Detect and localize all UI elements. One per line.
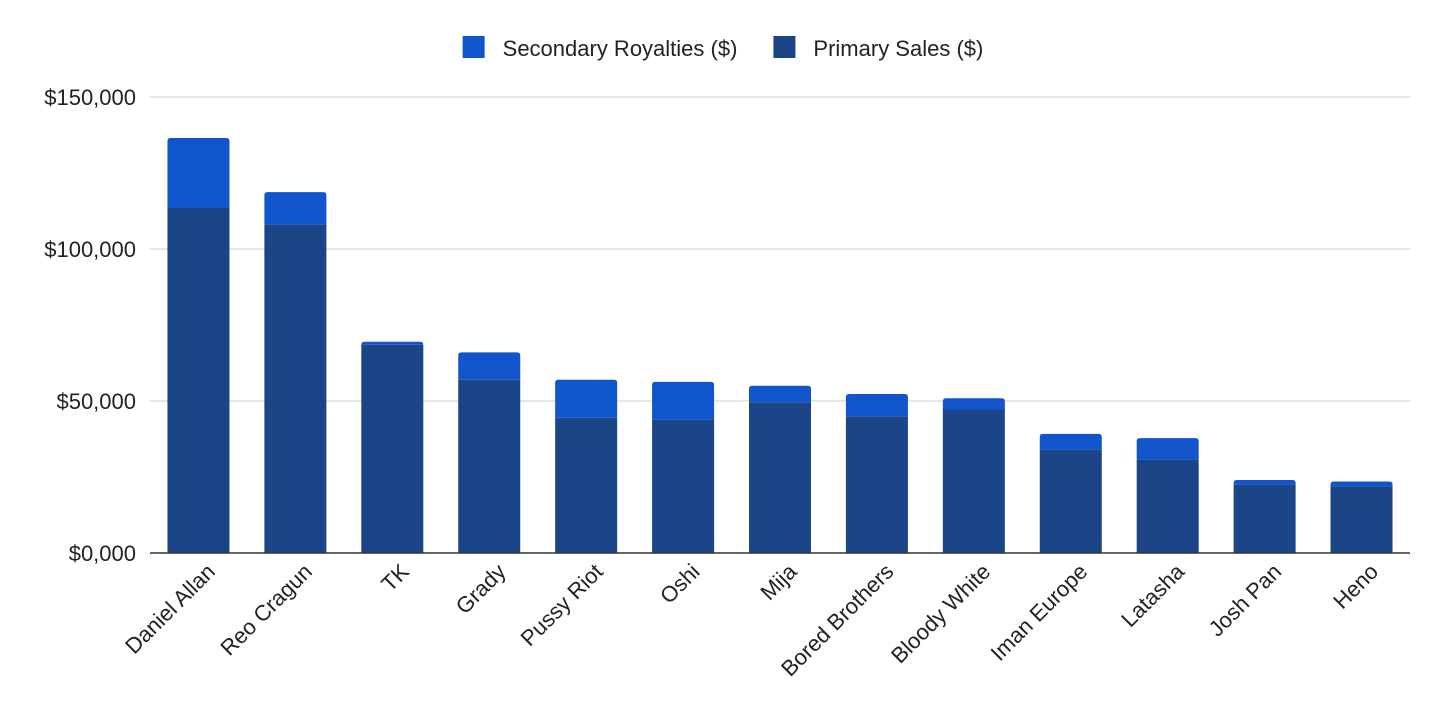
bar-primary-sales-grady[interactable] [458,379,521,553]
legend-swatch [773,36,796,58]
y-tick-label: $0,000 [69,541,136,566]
legend: Secondary Royalties ($) Primary Sales ($) [462,36,983,61]
bar-secondary-royalties-iman-europe[interactable] [1039,433,1102,450]
bar-primary-sales-josh-pan[interactable] [1233,484,1296,553]
legend-label: Primary Sales ($) [813,36,983,61]
gridlines [150,96,1410,402]
y-tick-label: $100,000 [44,237,136,262]
bar-secondary-royalties-mija[interactable] [749,385,811,403]
legend-item-primary-sales[interactable]: Primary Sales ($) [773,36,983,61]
legend-swatch [462,36,485,58]
bar-primary-sales-latasha[interactable] [1136,459,1199,553]
y-axis-ticks: $0,000 $50,000 $100,000 $150,000 [44,85,136,566]
x-tick-label: Grady [451,559,511,619]
bar-secondary-royalties-reo-cragun[interactable] [264,192,327,225]
bar-secondary-royalties-heno[interactable] [1330,481,1393,487]
bar-secondary-royalties-latasha[interactable] [1136,438,1199,460]
x-tick-label: Reo Cragun [215,559,317,661]
bar-primary-sales-bored-brothers[interactable] [845,416,908,553]
bar-secondary-royalties-oshi[interactable] [652,381,715,420]
bar-primary-sales-mija[interactable] [749,402,811,553]
x-tick-label: Latasha [1116,558,1190,632]
bar-secondary-royalties-bloody-white[interactable] [942,398,1005,410]
y-tick-label: $150,000 [44,85,136,110]
bar-primary-sales-pussy-riot[interactable] [555,417,618,553]
x-tick-label: Pussy Riot [516,559,608,651]
x-tick-label: Oshi [655,559,705,609]
x-tick-label: Bloody White [886,559,995,668]
legend-item-secondary-royalties[interactable]: Secondary Royalties ($) [462,36,738,61]
x-tick-label: TK [376,559,414,597]
bar-secondary-royalties-tk[interactable] [361,341,424,345]
bar-secondary-royalties-pussy-riot[interactable] [555,379,618,418]
x-tick-label: Mija [755,558,802,605]
bar-primary-sales-tk[interactable] [361,344,424,553]
x-tick-label: Daniel Allan [120,559,220,659]
bar-primary-sales-iman-europe[interactable] [1039,449,1102,553]
x-tick-label: Heno [1328,559,1383,614]
bar-primary-sales-reo-cragun[interactable] [264,224,327,553]
bar-secondary-royalties-josh-pan[interactable] [1233,480,1296,485]
bar-secondary-royalties-grady[interactable] [458,352,521,380]
bar-primary-sales-heno[interactable] [1330,486,1393,553]
legend-label: Secondary Royalties ($) [503,36,738,61]
y-tick-label: $50,000 [56,389,136,414]
bar-secondary-royalties-bored-brothers[interactable] [845,394,908,417]
bar-secondary-royalties-daniel-allan[interactable] [167,138,230,208]
bar-primary-sales-oshi[interactable] [652,419,715,553]
bar-primary-sales-bloody-white[interactable] [942,409,1005,553]
bar-primary-sales-daniel-allan[interactable] [167,207,230,553]
x-tick-label: Josh Pan [1204,559,1287,642]
bars [167,138,1393,553]
x-tick-label: Iman Europe [986,559,1093,666]
